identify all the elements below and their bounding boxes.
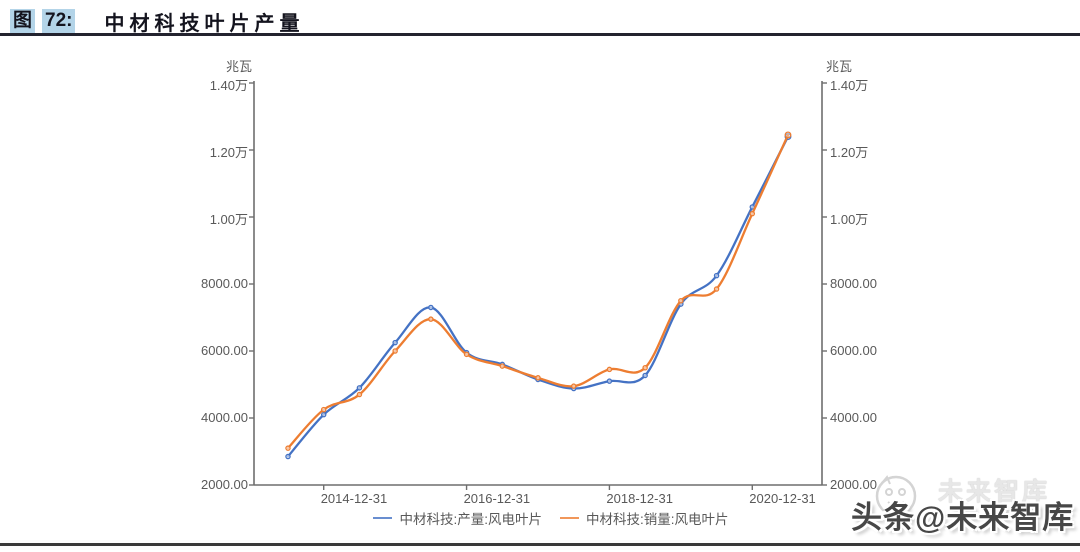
bottom-rule [0, 543, 1080, 546]
y-tick-label-left: 1.40万 [209, 78, 248, 93]
figure-number: 72: [42, 9, 76, 33]
chart-area: 1.40万 1.40万 1.20万 1.20万 1.00万 1.00万 8000.00 800… [0, 36, 1080, 536]
chart-legend: 中材科技:产量:风电叶片 中材科技:销量:风电叶片 [0, 508, 1080, 528]
y-tick-label-right: 1.00万 [830, 212, 869, 227]
y-tick-label-right: 1.40万 [830, 78, 869, 93]
x-tick-label: 2016-12-31 [463, 491, 531, 506]
figure-title: 中材科技叶片产量 [104, 12, 305, 35]
y-tick-label-left: 1.00万 [209, 212, 248, 227]
y-tick-label-left: 1.20万 [209, 145, 248, 160]
figure-label: 图 [10, 9, 36, 33]
y-axis-unit-right: 兆瓦 [826, 59, 853, 74]
watermark-ghost-text: 未来智库 [938, 478, 1051, 506]
y-tick-label-right: 2000.00 [830, 477, 877, 492]
y-tick-label-right: 6000.00 [830, 343, 877, 358]
figure-caption: 图 72: 中材科技叶片产量 [10, 8, 305, 35]
title-rule [0, 33, 1080, 36]
y-tick-label-left: 8000.00 [201, 276, 248, 291]
y-tick-label-right: 4000.00 [830, 410, 877, 425]
watermark-logo-icon [875, 475, 917, 517]
y-axis-unit-left: 兆瓦 [225, 59, 252, 74]
legend-label-production: 中材科技:产量:风电叶片 [399, 512, 542, 527]
y-tick-label-left: 2000.00 [201, 477, 248, 492]
watermark-text: 头条@未来智库 [851, 500, 1075, 535]
y-tick-label-right: 1.20万 [830, 145, 869, 160]
legend-item-sales: 中材科技:销量:风电叶片 [560, 508, 729, 528]
y-tick-label-right: 8000.00 [830, 276, 877, 291]
y-tick-label-left: 6000.00 [201, 343, 248, 358]
line-chart-svg [249, 81, 827, 490]
y-tick-label-left: 4000.00 [201, 410, 248, 425]
x-tick-label: 2020-12-31 [749, 491, 816, 506]
x-tick-label: 2018-12-31 [606, 491, 673, 506]
sales-line-icon [560, 516, 579, 520]
legend-item-production: 中材科技:产量:风电叶片 [373, 508, 542, 528]
x-tick-label: 2014-12-31 [320, 491, 388, 506]
production-line-icon [373, 516, 393, 520]
legend-label-sales: 中材科技:销量:风电叶片 [586, 512, 729, 527]
